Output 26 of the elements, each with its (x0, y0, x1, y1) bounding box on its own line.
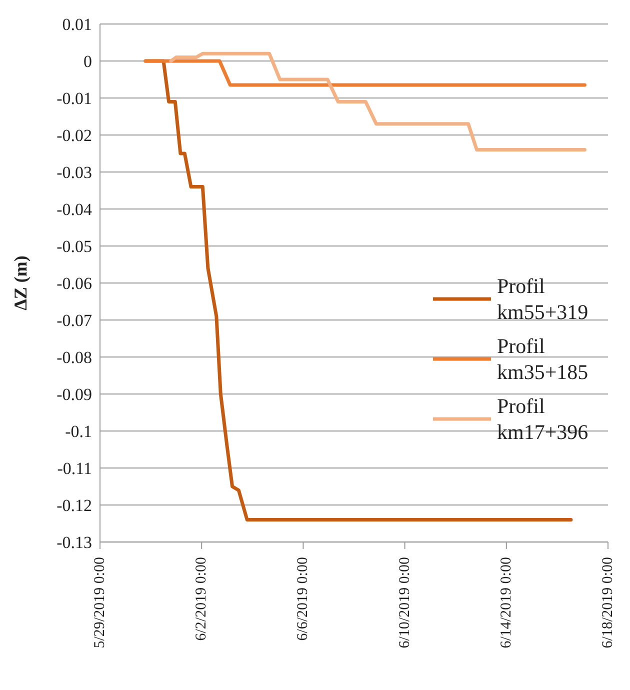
y-tick-label: -0.05 (56, 237, 92, 256)
x-tick-label: 6/6/2019 0:00 (295, 557, 312, 641)
y-axis-title: ΔZ (m) (10, 256, 30, 310)
x-tick-label: 6/10/2019 0:00 (396, 557, 413, 648)
y-tick-label: -0.09 (56, 385, 92, 404)
x-tick-label: 6/2/2019 0:00 (194, 557, 210, 641)
y-tick-label: -0.03 (56, 163, 92, 182)
y-tick-label: -0.12 (56, 496, 92, 516)
y-tick-label: 0.01 (62, 15, 92, 34)
y-tick-label: -0.06 (56, 274, 92, 294)
y-tick-label: -0.07 (56, 311, 92, 330)
y-tick-label: 0 (84, 52, 92, 72)
legend-label: Profil km17+396 (497, 393, 590, 445)
legend-label: Profil km35+185 (497, 333, 590, 385)
y-tick-label: -0.08 (56, 348, 92, 368)
y-tick-label: -0.04 (56, 200, 92, 220)
y-tick-label: -0.11 (57, 459, 92, 478)
y-tick-label: -0.1 (65, 422, 92, 442)
x-tick-label: 6/18/2019 0:00 (600, 557, 616, 648)
y-tick-label: -0.02 (56, 126, 92, 146)
x-tick-label: 5/29/2019 0:00 (92, 557, 108, 648)
legend-label: Profil km55+319 (497, 273, 590, 325)
y-tick-label: -0.01 (56, 89, 92, 108)
line-series (169, 52, 586, 152)
x-tick-label: 6/14/2019 0:00 (498, 557, 514, 648)
y-tick-label: -0.13 (56, 533, 92, 552)
